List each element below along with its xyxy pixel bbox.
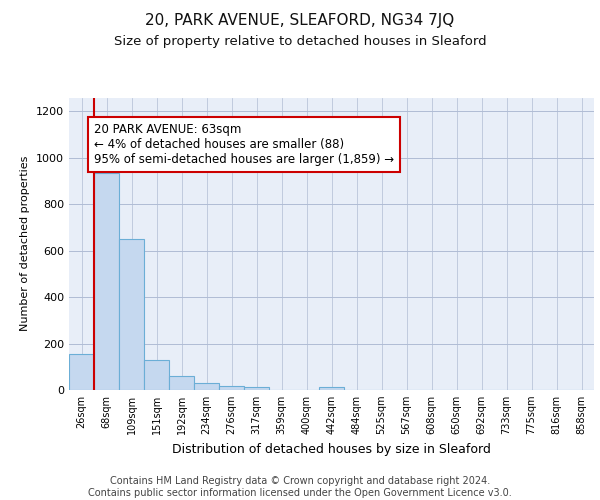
Y-axis label: Number of detached properties: Number of detached properties [20,156,31,332]
Bar [194,382,219,390]
Bar [94,173,119,390]
Text: 20 PARK AVENUE: 63sqm
← 4% of detached houses are smaller (88)
95% of semi-detac: 20 PARK AVENUE: 63sqm ← 4% of detached h… [94,123,394,166]
Bar [119,239,144,390]
Bar [319,387,344,390]
Text: Contains HM Land Registry data © Crown copyright and database right 2024.
Contai: Contains HM Land Registry data © Crown c… [88,476,512,498]
Text: Size of property relative to detached houses in Sleaford: Size of property relative to detached ho… [113,35,487,48]
Text: 20, PARK AVENUE, SLEAFORD, NG34 7JQ: 20, PARK AVENUE, SLEAFORD, NG34 7JQ [145,12,455,28]
Bar [219,386,244,390]
Bar [69,354,94,390]
X-axis label: Distribution of detached houses by size in Sleaford: Distribution of detached houses by size … [172,442,491,456]
Bar [244,387,269,390]
Bar [169,376,194,390]
Bar [144,360,169,390]
